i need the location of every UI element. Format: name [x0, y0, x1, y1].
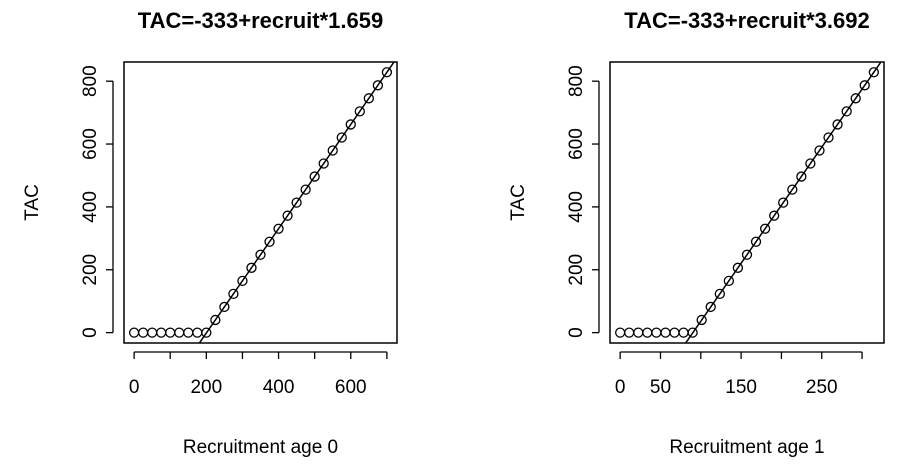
point	[705, 301, 716, 313]
point	[805, 158, 816, 169]
point	[255, 249, 266, 260]
point	[859, 80, 870, 91]
y-tick-label: 600	[80, 128, 101, 160]
point	[246, 262, 257, 273]
point	[372, 80, 384, 91]
point	[327, 145, 338, 156]
x-axis-title: Recruitment age 0	[183, 437, 338, 458]
point	[210, 314, 221, 326]
point	[128, 327, 140, 338]
point	[345, 119, 356, 130]
point	[381, 67, 393, 78]
y-tick-label: 0	[80, 327, 101, 338]
point	[354, 106, 365, 117]
plot-box	[123, 61, 398, 344]
point	[633, 327, 644, 338]
point	[714, 288, 725, 300]
point	[228, 288, 239, 300]
y-tick-label: 400	[80, 191, 101, 223]
plot-box	[609, 61, 885, 344]
point	[291, 197, 302, 208]
x-tick-label: 250	[806, 377, 838, 398]
point	[615, 327, 626, 338]
point	[264, 236, 275, 247]
y-tick-label: 400	[566, 191, 587, 223]
point	[363, 93, 374, 104]
x-tick-label: 50	[650, 377, 671, 398]
point	[759, 223, 771, 234]
y-tick-label: 200	[80, 254, 101, 286]
point	[823, 132, 834, 143]
point	[787, 184, 798, 195]
x-tick-label: 0	[615, 377, 626, 398]
point	[687, 327, 698, 338]
point	[651, 327, 662, 338]
point	[850, 93, 861, 104]
y-tick-label: 800	[80, 65, 101, 97]
point	[336, 132, 347, 143]
point	[183, 327, 194, 338]
point	[832, 119, 843, 130]
point	[273, 223, 284, 234]
fit-line	[684, 62, 882, 343]
x-axis-title: Recruitment age 1	[669, 437, 824, 458]
chart-title: TAC=-333+recruit*1.659	[138, 8, 383, 33]
point	[868, 67, 879, 78]
point	[192, 327, 203, 338]
point	[723, 275, 735, 287]
point	[237, 275, 248, 287]
point	[201, 327, 212, 338]
point	[796, 171, 807, 182]
point	[741, 249, 753, 260]
x-tick-label: 200	[190, 377, 222, 398]
point	[678, 327, 689, 338]
point	[156, 327, 167, 338]
y-axis-title: TAC	[508, 184, 529, 221]
point	[282, 210, 293, 221]
point	[778, 197, 789, 208]
point	[814, 145, 825, 156]
point	[750, 236, 762, 247]
y-tick-label: 0	[566, 327, 587, 338]
point	[732, 262, 744, 273]
fit-line	[198, 62, 395, 343]
point	[841, 106, 852, 117]
point	[174, 327, 185, 338]
y-tick-label: 200	[566, 254, 587, 286]
point	[696, 314, 707, 326]
x-tick-label: 150	[725, 377, 757, 398]
point	[669, 327, 680, 338]
point	[642, 327, 653, 338]
y-tick-label: 600	[566, 128, 587, 160]
point	[624, 327, 635, 338]
y-tick-label: 800	[566, 65, 587, 97]
point	[300, 184, 311, 195]
point	[147, 327, 158, 338]
point	[660, 327, 671, 338]
x-tick-label: 0	[129, 377, 140, 398]
y-axis-title: TAC	[22, 184, 43, 221]
point	[219, 301, 230, 313]
x-tick-label: 400	[263, 377, 295, 398]
point	[769, 210, 780, 221]
point	[165, 327, 176, 338]
point	[318, 158, 329, 169]
point	[137, 327, 149, 338]
chart-title: TAC=-333+recruit*3.692	[624, 8, 869, 33]
point	[309, 171, 320, 182]
x-tick-label: 600	[335, 377, 367, 398]
